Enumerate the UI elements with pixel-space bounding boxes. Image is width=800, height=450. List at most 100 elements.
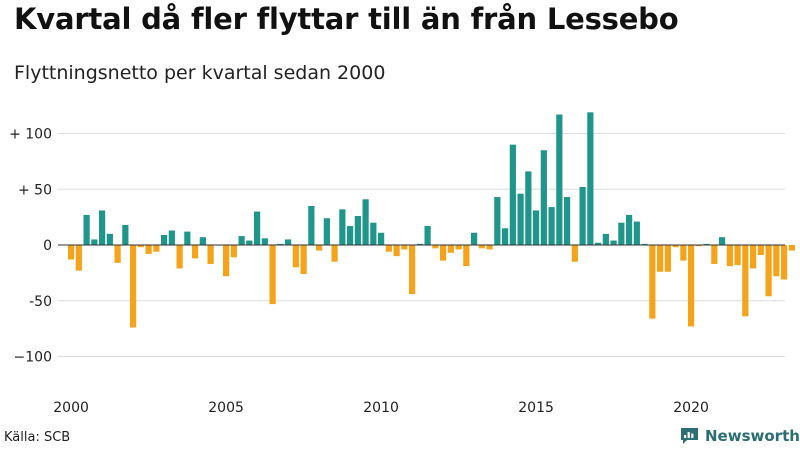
bar	[385, 245, 392, 252]
bar	[285, 239, 292, 246]
y-tick-label: 0	[43, 238, 52, 254]
bar	[292, 245, 299, 268]
bar	[75, 245, 82, 271]
bar	[362, 199, 369, 245]
y-tick-label: + 100	[9, 127, 52, 143]
bar	[401, 245, 408, 250]
bar	[68, 245, 75, 260]
x-tick-label: 2005	[208, 400, 244, 416]
bar	[533, 210, 540, 245]
bar	[571, 245, 578, 262]
bar	[742, 245, 749, 317]
bar	[719, 237, 726, 245]
bar	[595, 242, 602, 245]
bar	[230, 245, 237, 258]
bar	[83, 214, 90, 246]
bar	[773, 245, 780, 277]
bar	[254, 211, 261, 245]
x-tick-label: 2015	[518, 400, 554, 416]
y-tick-label: −100	[14, 350, 52, 366]
chart-title: Kvartal då fler flyttar till än från Les…	[14, 2, 679, 36]
bar	[207, 245, 214, 264]
bar	[587, 112, 594, 245]
bar	[509, 144, 516, 245]
bar	[734, 245, 741, 266]
bar	[409, 245, 416, 295]
bar	[641, 243, 648, 245]
bar	[548, 207, 555, 245]
bar	[610, 240, 617, 245]
bar	[424, 226, 431, 245]
bar	[765, 245, 772, 297]
bar	[440, 245, 447, 261]
bar	[432, 245, 439, 249]
bar	[246, 240, 253, 245]
bar	[378, 232, 385, 246]
bar	[478, 245, 485, 249]
bar	[502, 228, 509, 246]
bar	[308, 205, 315, 245]
bar	[602, 233, 609, 245]
bar	[517, 193, 524, 245]
bar	[114, 245, 121, 263]
bar	[339, 209, 346, 245]
bar	[137, 245, 144, 248]
x-tick-label: 2020	[673, 400, 709, 416]
bar	[223, 245, 230, 277]
bar	[711, 245, 718, 264]
gridlines	[58, 133, 785, 357]
bar	[649, 245, 656, 319]
newsworthy-logo-icon	[681, 428, 698, 444]
bar	[750, 245, 757, 269]
bar	[199, 237, 206, 245]
bar	[788, 245, 795, 251]
brand-logo: Newsworthy	[680, 426, 800, 445]
bar	[579, 187, 586, 245]
x-axis-labels: 2000 2005 2010 2015 2020	[53, 400, 709, 416]
bar	[192, 245, 199, 259]
bar	[347, 226, 354, 245]
bar	[168, 230, 175, 245]
bar	[688, 245, 695, 327]
bar	[300, 245, 307, 274]
bar	[316, 245, 323, 251]
chart-subtitle: Flyttningsnetto per kvartal sedan 2000	[14, 62, 386, 84]
bar	[471, 232, 478, 246]
bar	[354, 216, 361, 245]
bar	[331, 245, 338, 262]
bar	[618, 222, 625, 245]
bar	[781, 245, 788, 280]
x-tick-label: 2010	[363, 400, 399, 416]
bar	[525, 171, 532, 245]
y-tick-label: -50	[29, 294, 52, 310]
bar	[161, 234, 168, 246]
bar	[672, 245, 679, 248]
bar	[176, 245, 183, 269]
bar	[626, 214, 633, 246]
bar	[703, 243, 710, 245]
bars	[68, 112, 795, 328]
y-axis-labels: + 100 + 50 0 -50 −100	[9, 127, 52, 366]
bar	[122, 224, 129, 245]
bar	[130, 245, 137, 328]
bar	[486, 245, 493, 250]
bar	[393, 245, 400, 257]
bar	[238, 236, 245, 245]
bar	[277, 243, 284, 245]
bar	[726, 245, 733, 267]
bar	[323, 218, 330, 245]
bar	[145, 245, 152, 254]
bar	[269, 245, 276, 305]
bar	[416, 243, 423, 245]
brand-name: Newsworthy	[705, 426, 800, 445]
bar	[447, 245, 454, 253]
bar	[370, 222, 377, 245]
bar	[633, 221, 640, 245]
bar	[757, 245, 764, 256]
y-tick-label: + 50	[18, 182, 52, 198]
bar	[564, 197, 571, 246]
bar	[494, 197, 501, 246]
source-note: Källa: SCB	[4, 430, 71, 445]
bar-chart: + 100 + 50 0 -50 −100 2000 2005 2010 2015 2020	[9, 112, 795, 416]
bar	[680, 245, 687, 261]
